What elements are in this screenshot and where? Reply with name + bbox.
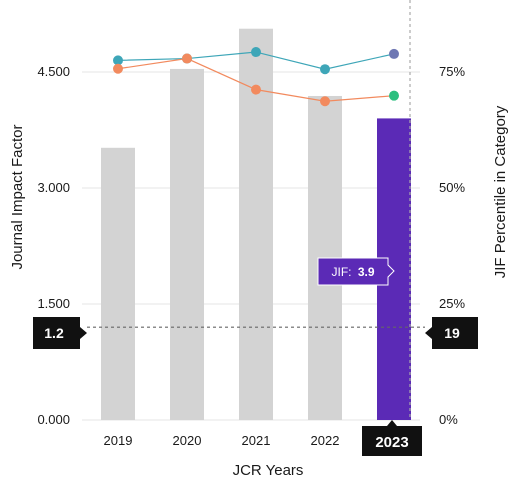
y2-axis-title: JIF Percentile in Category: [492, 105, 509, 278]
svg-text:JIF: 3.9: JIF: 3.9: [331, 265, 374, 279]
y2-tick-label: 50%: [439, 180, 465, 195]
y2-axis-ticks: 0% 25% 50% 75%: [439, 64, 465, 427]
selected-year-label: 2023: [375, 434, 408, 451]
jif-tooltip: JIF: 3.9: [317, 257, 395, 286]
series-2-point[interactable]: [113, 63, 123, 74]
x-axis-ticks: 2019 2020 2021 2022: [104, 433, 340, 448]
series-1-point[interactable]: [389, 48, 399, 59]
series-1-point[interactable]: [251, 47, 261, 58]
series-1-point[interactable]: [113, 55, 123, 66]
x-tick-label: 2020: [173, 433, 202, 448]
series-points: [113, 47, 399, 107]
y2-tick-label: 75%: [439, 64, 465, 79]
y-tick-label: 3.000: [37, 180, 70, 195]
tooltip-prefix: JIF:: [331, 265, 351, 279]
series-1-point[interactable]: [320, 64, 330, 75]
x-tick-label: 2019: [104, 433, 133, 448]
x-tick-label: 2022: [311, 433, 340, 448]
y-axis-ticks: 0.000 1.500 3.000 4.500: [37, 64, 70, 427]
series-2-point[interactable]: [182, 53, 192, 64]
y-tick-label: 4.500: [37, 64, 70, 79]
series-2-point[interactable]: [320, 96, 330, 107]
reference-right-tag: 19: [425, 317, 478, 349]
y-tick-label: 0.000: [37, 412, 70, 427]
y-tick-label: 1.500: [37, 296, 70, 311]
bar-2019[interactable]: [101, 147, 135, 420]
selected-year-tag[interactable]: 2023: [362, 420, 422, 456]
reference-left-tag: 1.2: [33, 317, 87, 349]
bar-2020[interactable]: [170, 68, 204, 420]
reference-left-label: 1.2: [44, 325, 64, 341]
y2-tick-label: 0%: [439, 412, 458, 427]
y-axis-title: Journal Impact Factor: [9, 124, 26, 269]
series-2-point[interactable]: [389, 90, 399, 101]
tooltip-value: 3.9: [358, 265, 375, 279]
x-tick-label: 2021: [242, 433, 271, 448]
y2-tick-label: 25%: [439, 296, 465, 311]
x-axis-title: JCR Years: [233, 462, 304, 479]
series-2-point[interactable]: [251, 84, 261, 95]
reference-right-label: 19: [444, 325, 460, 341]
